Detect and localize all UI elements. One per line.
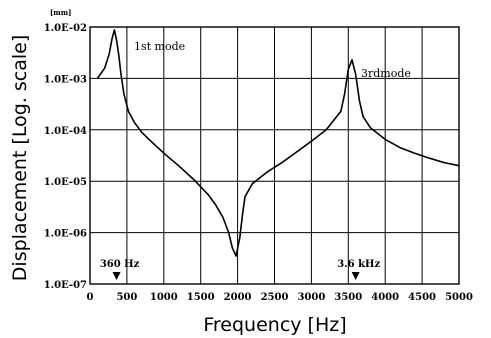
x-tick-label: 3500 bbox=[334, 292, 362, 303]
x-tick-label: 2000 bbox=[224, 292, 252, 303]
frequency-marker-label: 360 Hz bbox=[100, 259, 140, 270]
y-tick-label: 1.0E-05 bbox=[44, 177, 87, 188]
first-mode-annotation: 1st mode bbox=[134, 40, 185, 53]
x-axis-title: Frequency [Hz] bbox=[203, 314, 346, 336]
grid bbox=[90, 27, 459, 284]
x-axis: 0 500 1000 1500 2000 2500 3000 3500 4000 4500 5000 bbox=[87, 292, 473, 303]
y-unit-label: [mm] bbox=[50, 8, 71, 17]
y-tick-label: 1.0E-04 bbox=[44, 126, 87, 137]
frequency-marker-triangle bbox=[112, 272, 121, 280]
frequency-markers: 360 Hz 3.6 kHz bbox=[100, 259, 380, 280]
x-tick-label: 5000 bbox=[445, 292, 473, 303]
x-tick-label: 4000 bbox=[371, 292, 399, 303]
plot-frame bbox=[89, 26, 460, 285]
y-axis: 1.0E-07 1.0E-06 1.0E-05 1.0E-04 1.0E-03 1.0E-… bbox=[44, 23, 87, 291]
y-tick-label: 1.0E-07 bbox=[44, 280, 87, 291]
x-tick-label: 500 bbox=[116, 292, 137, 303]
displacement-curve bbox=[96, 29, 460, 257]
x-tick-label: 0 bbox=[87, 292, 94, 303]
x-tick-label: 2500 bbox=[261, 292, 289, 303]
y-tick-label: 1.0E-06 bbox=[44, 229, 87, 240]
x-tick-label: 4500 bbox=[408, 292, 436, 303]
frequency-marker-triangle bbox=[351, 272, 360, 280]
x-tick-label: 1000 bbox=[150, 292, 178, 303]
x-tick-label: 1500 bbox=[187, 292, 215, 303]
x-tick-label: 3000 bbox=[297, 292, 325, 303]
frequency-marker-label: 3.6 kHz bbox=[337, 259, 380, 270]
y-tick-label: 1.0E-03 bbox=[44, 74, 87, 85]
y-tick-label: 1.0E-02 bbox=[44, 23, 87, 34]
y-axis-title: Displacement [Log. scale] bbox=[9, 35, 31, 281]
third-mode-annotation: 3rdmode bbox=[361, 67, 411, 80]
